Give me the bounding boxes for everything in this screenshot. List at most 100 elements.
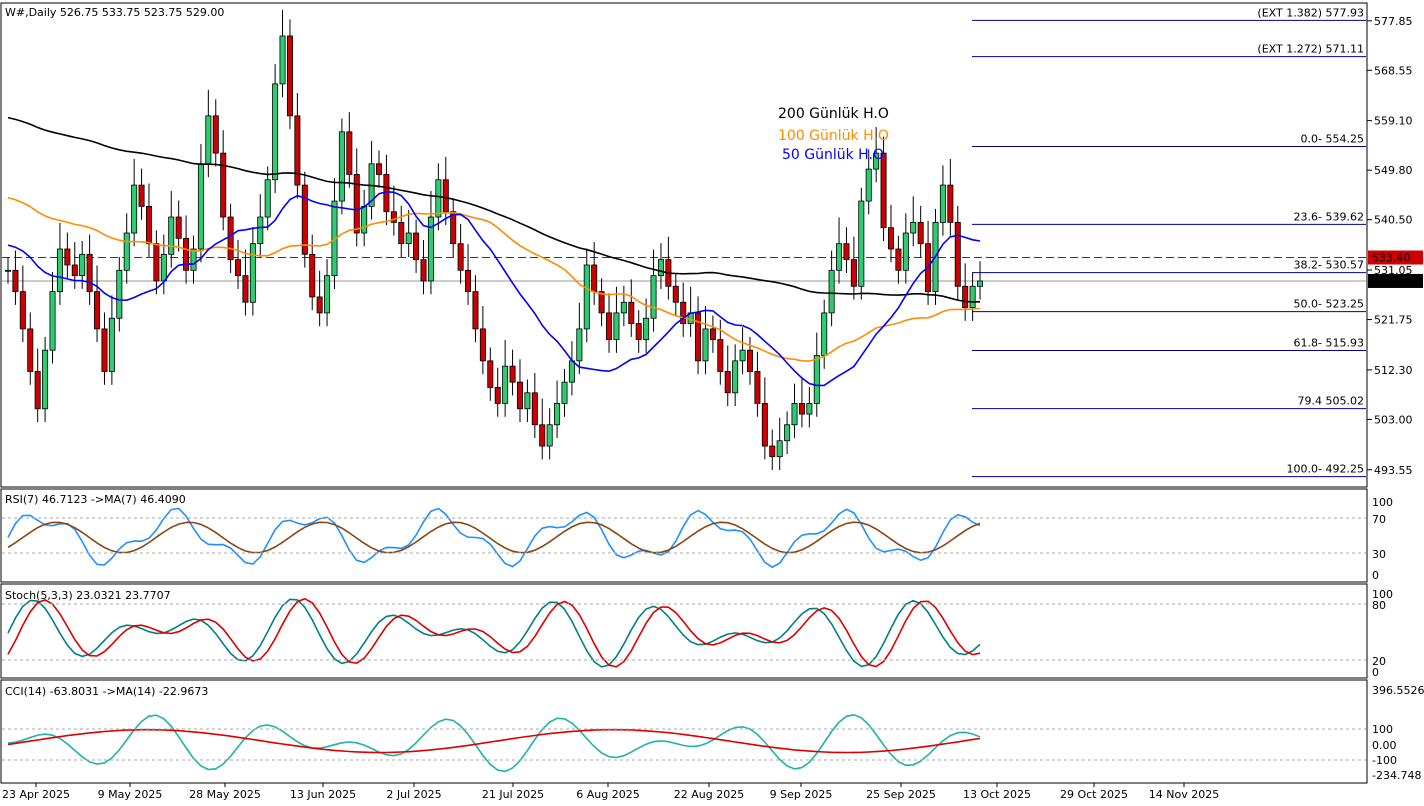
candle-body	[561, 381, 568, 404]
price-tick-label: 568.55	[1374, 64, 1413, 77]
stoch-d-line	[7, 597, 981, 668]
rsi-line	[7, 507, 981, 569]
chart-title: W#,Daily 526.75 533.75 523.75 529.00	[5, 6, 224, 19]
candle-body	[606, 312, 613, 340]
cci-panel[interactable]	[0, 679, 1368, 784]
oscillator-lines	[2, 507, 1366, 773]
price-tick-label: 521.75	[1374, 314, 1413, 327]
candle-body	[620, 301, 627, 314]
osc-tick-label: 80	[1372, 599, 1386, 612]
candle-body	[183, 237, 190, 271]
candle-body	[576, 328, 583, 362]
candle-body	[583, 264, 590, 330]
date-label: 22 Aug 2025	[674, 788, 744, 801]
candle-body	[732, 360, 739, 394]
candle-body	[56, 248, 63, 293]
candle-body	[49, 291, 56, 351]
osc-tick-label: 100	[1372, 496, 1393, 509]
candle-body	[257, 216, 264, 245]
stoch-title: Stoch(5,3,3) 23.0321 23.7707	[5, 589, 171, 602]
current-price-label: 529.00	[1372, 275, 1411, 288]
candle-body	[487, 360, 494, 388]
candle-body	[761, 403, 768, 447]
line-price-label: 533.40	[1372, 252, 1411, 265]
candle-body	[635, 323, 642, 340]
osc-tick-label: 70	[1372, 513, 1386, 526]
candle-body	[939, 184, 946, 223]
candle-body	[539, 424, 546, 447]
date-label: 21 Jul 2025	[482, 788, 544, 801]
candle-body	[160, 253, 167, 282]
fib-label: 61.8- 515.93	[1294, 337, 1364, 350]
candle-body	[784, 424, 791, 442]
candle-body	[524, 392, 531, 410]
fibonacci-levels: (EXT 1.382) 577.93 (EXT 1.272) 571.11 0.0-…	[2, 6, 1366, 478]
fib-label: (EXT 1.272) 571.11	[1257, 43, 1364, 56]
candle-body	[836, 243, 843, 271]
candle-body	[479, 328, 486, 362]
osc-tick-label: -100	[1372, 754, 1397, 767]
osc-tick-label: 100	[1372, 723, 1393, 736]
candle-body	[977, 280, 984, 287]
candle-body	[272, 83, 279, 181]
stoch-k-line	[7, 598, 981, 668]
candle-body	[865, 168, 872, 202]
osc-tick-label: 396.5526	[1372, 684, 1424, 697]
candle-body	[776, 440, 783, 458]
candle-body	[828, 269, 835, 314]
candle-body	[880, 152, 887, 229]
candle-body	[887, 227, 894, 250]
candle-body	[86, 253, 93, 293]
osc-tick-label: 0	[1372, 569, 1379, 582]
candle-body	[695, 312, 702, 362]
candle-body	[502, 365, 509, 404]
candle-body	[450, 211, 457, 245]
candle-body	[873, 152, 880, 170]
date-label: 9 Sep 2025	[770, 788, 833, 801]
candle-body	[465, 269, 472, 293]
candle-body	[94, 291, 101, 330]
candle-body	[79, 253, 86, 277]
candle-body	[168, 216, 175, 255]
date-label: 9 May 2025	[98, 788, 163, 801]
candle-body	[657, 259, 664, 277]
stoch-panel[interactable]	[0, 583, 1368, 679]
date-label: 13 Jun 2025	[290, 788, 356, 801]
candle-body	[902, 232, 909, 271]
candle-body	[717, 339, 724, 372]
candle-body	[301, 184, 308, 255]
rsi-ma-line	[7, 521, 981, 554]
legend-ma200: 200 Günlük H.O	[778, 106, 889, 122]
fib-label: 100.0- 492.25	[1287, 463, 1364, 476]
current-price-badge	[1368, 273, 1423, 288]
date-label: 14 Nov 2025	[1149, 788, 1219, 801]
fib-label: 50.0- 523.25	[1294, 298, 1364, 311]
candle-body	[346, 131, 353, 175]
ma50-line	[7, 191, 981, 387]
date-label: 25 Sep 2025	[866, 788, 936, 801]
candle-body	[361, 205, 368, 234]
legend-ma100: 100 Günlük H.O	[778, 128, 889, 144]
candle-body	[27, 328, 34, 372]
candle-body	[754, 371, 761, 404]
candle-body	[628, 301, 635, 324]
candle-body	[205, 115, 212, 165]
candle-body	[175, 216, 182, 239]
candle-body	[509, 365, 516, 383]
fib-label: 0.0- 554.25	[1301, 132, 1364, 145]
date-label: 29 Oct 2025	[1060, 788, 1128, 801]
candle-body	[769, 445, 776, 458]
candle-body	[672, 285, 679, 303]
rsi-title: RSI(7) 46.7123 ->MA(7) 46.4090	[5, 493, 186, 506]
candle-body	[821, 312, 828, 356]
candle-body	[227, 216, 234, 261]
candle-body	[954, 221, 961, 287]
rsi-panel[interactable]	[0, 488, 1368, 583]
candle-body	[353, 174, 360, 234]
osc-tick-label: 100	[1372, 588, 1393, 601]
candle-body	[724, 371, 731, 394]
candle-body	[531, 392, 538, 426]
main-panel[interactable]	[0, 2, 1368, 488]
candle-body	[969, 285, 976, 308]
